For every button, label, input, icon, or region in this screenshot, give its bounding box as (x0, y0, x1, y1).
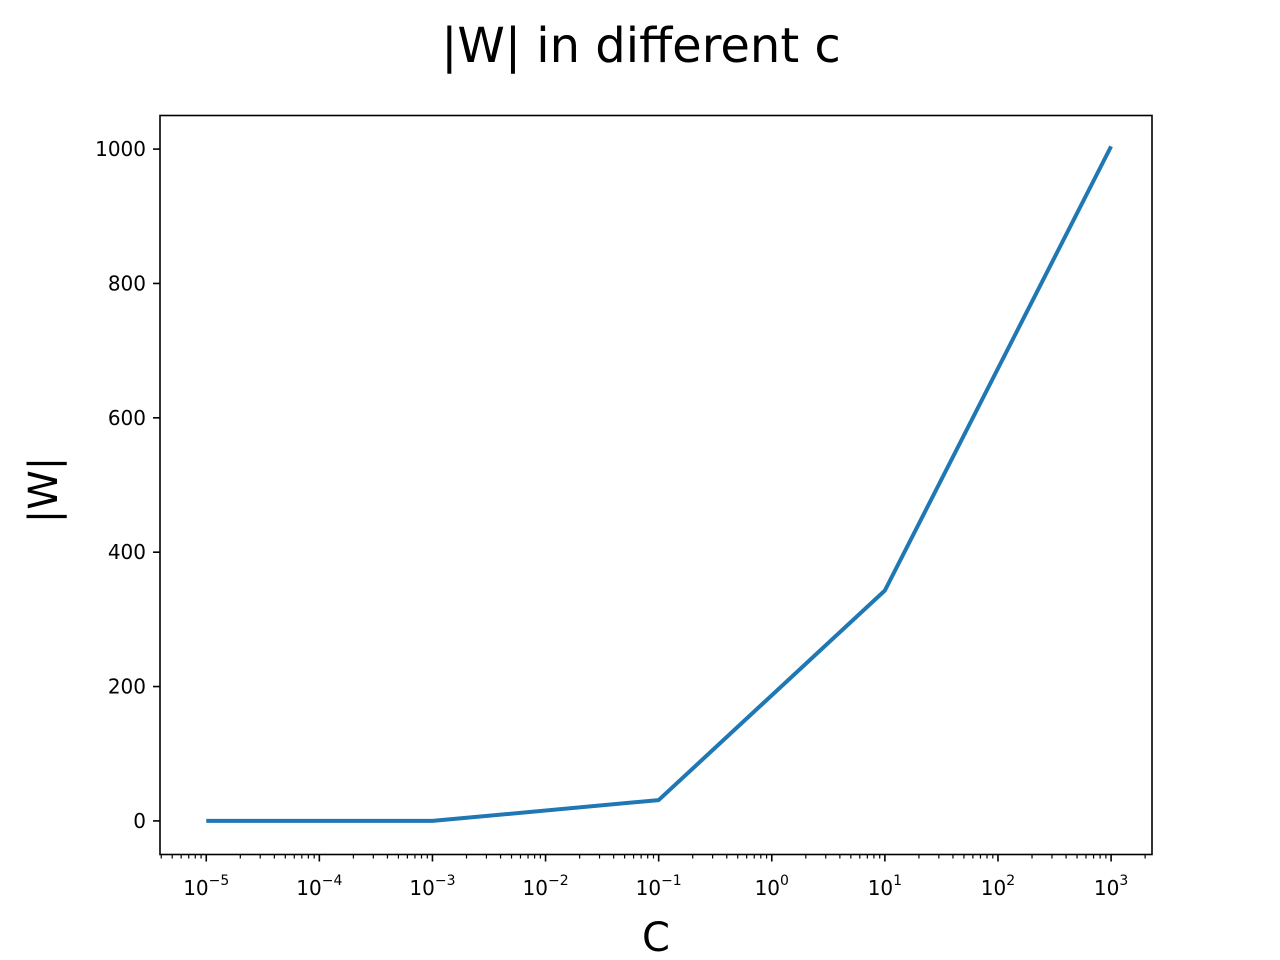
x-tick-label: 10−3 (409, 873, 455, 900)
x-tick-label: 101 (868, 873, 902, 900)
x-tick-label: 102 (981, 873, 1015, 900)
x-tick-label: 103 (1094, 873, 1128, 900)
plot-frame (159, 114, 1153, 856)
y-tick-label: 200 (108, 675, 146, 699)
y-tick-label: 1000 (95, 137, 146, 161)
x-tick-label: 10−4 (296, 873, 342, 900)
x-tick-label: 10−5 (183, 873, 229, 900)
y-tick-label: 400 (108, 540, 146, 564)
x-tick-label: 10−2 (523, 873, 569, 900)
x-axis-label: C (642, 915, 670, 960)
y-axis: 0 200 400 600 800 1000 (95, 137, 160, 833)
y-tick-label: 600 (108, 406, 146, 430)
y-tick-label: 800 (108, 271, 146, 295)
y-tick-label: 0 (133, 809, 146, 833)
x-tick-label: 10−1 (636, 873, 682, 900)
chart-title: |W| in different c (441, 18, 841, 74)
x-tick-label: 100 (755, 873, 789, 900)
series-line (206, 145, 1113, 823)
y-axis-label: |W| (21, 457, 67, 524)
x-axis: 10−5 10−4 10−3 10−2 10−1 100 101 102 103 (160, 854, 1146, 900)
